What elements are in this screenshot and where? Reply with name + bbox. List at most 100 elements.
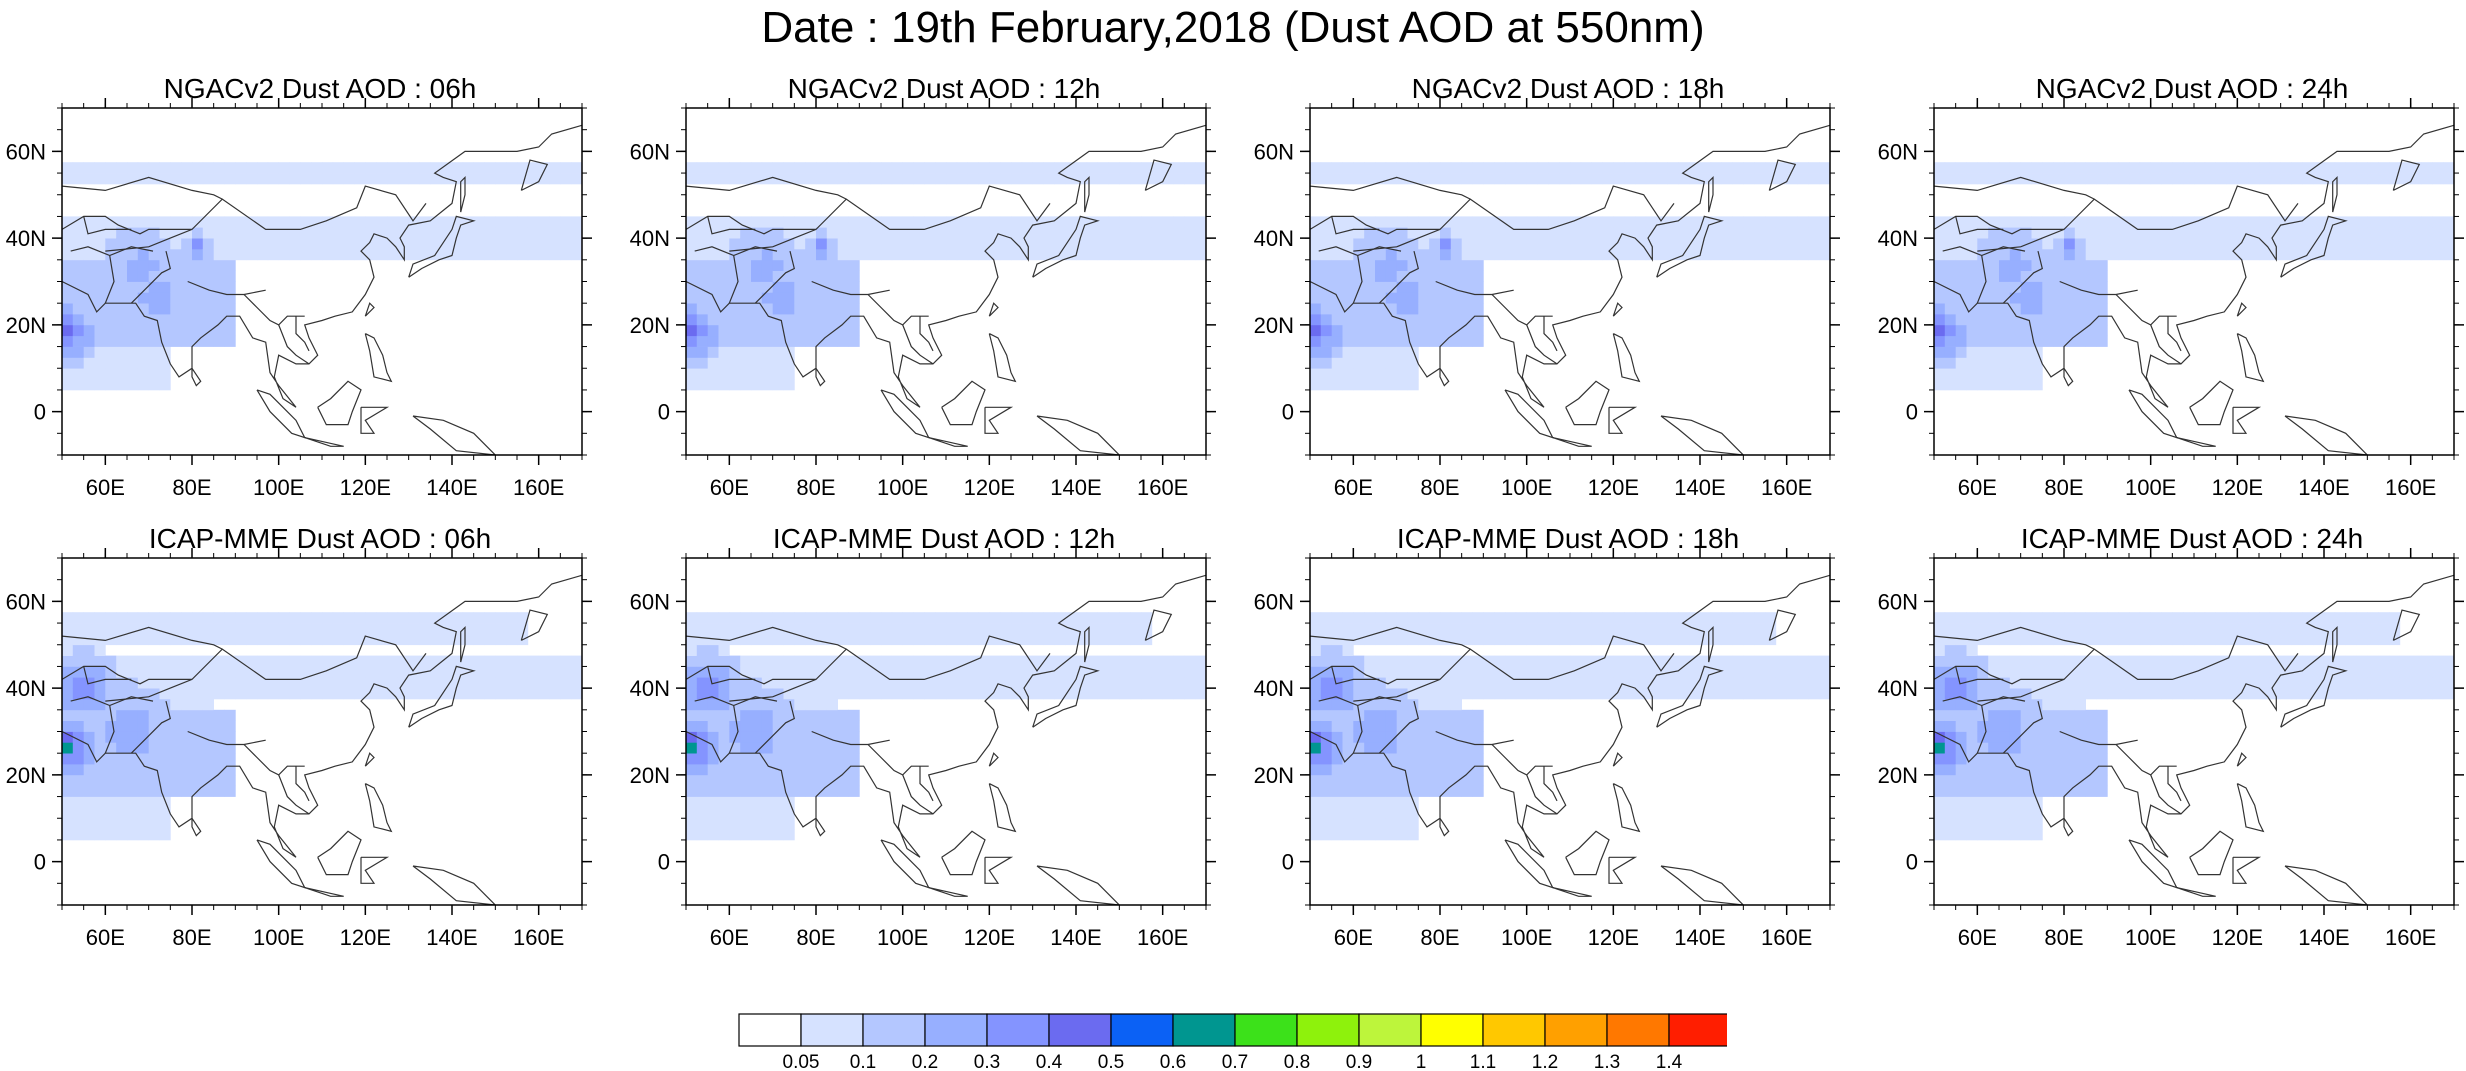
- x-tick-label: 140E: [2298, 925, 2349, 950]
- x-tick-label: 100E: [877, 475, 928, 500]
- map-plot: 60E 80E 100E 120E 140E 160E 0 20N 40N 60N: [1254, 548, 1840, 950]
- colorbar-swatch: [738, 1013, 802, 1047]
- dust-aod-field: [686, 162, 1206, 391]
- map-panel: ICAP-MME Dust AOD : 24h 60E 80E 100E 120E 140…: [1872, 522, 2464, 952]
- x-tick-label: 120E: [2212, 475, 2263, 500]
- map-panel: ICAP-MME Dust AOD : 12h 60E 80E 100E 120E 140…: [624, 522, 1216, 952]
- x-tick-label: 120E: [964, 475, 1015, 500]
- colorbar-label: 0.4: [1036, 1052, 1063, 1070]
- x-tick-label: 160E: [1137, 475, 1188, 500]
- y-tick-label: 0: [1906, 400, 1918, 425]
- x-tick-label: 80E: [1420, 475, 1459, 500]
- figure-title: Date : 19th February,2018 (Dust AOD at 5…: [761, 3, 1705, 52]
- colorbar-swatch: [1606, 1013, 1670, 1047]
- map-plot: 60E 80E 100E 120E 140E 160E 0 20N 40N 60N: [6, 548, 592, 950]
- x-tick-label: 160E: [2385, 925, 2436, 950]
- x-tick-label: 60E: [86, 475, 125, 500]
- colorbar-label: 0.1: [850, 1052, 876, 1070]
- colorbar-swatch: [1048, 1013, 1112, 1047]
- colorbar-label: 0.05: [783, 1052, 820, 1070]
- y-tick-label: 20N: [1878, 313, 1918, 338]
- colorbar-label: 0.7: [1222, 1052, 1248, 1070]
- dust-aod-field: [1934, 162, 2454, 391]
- x-tick-label: 60E: [710, 475, 749, 500]
- y-tick-label: 40N: [6, 226, 46, 251]
- x-tick-label: 100E: [253, 475, 304, 500]
- y-tick-label: 0: [658, 400, 670, 425]
- x-tick-label: 140E: [1674, 925, 1725, 950]
- y-tick-label: 20N: [1254, 763, 1294, 788]
- x-tick-label: 60E: [1334, 475, 1373, 500]
- colorbar-label: 0.6: [1160, 1052, 1186, 1070]
- x-tick-label: 160E: [1761, 475, 1812, 500]
- colorbar-label: 1.2: [1532, 1052, 1558, 1070]
- colorbar-label: 0.2: [912, 1052, 938, 1070]
- x-tick-label: 100E: [1501, 925, 1552, 950]
- colorbar-swatch: [1234, 1013, 1298, 1047]
- panel-title: NGACv2 Dust AOD : 06h: [163, 73, 477, 104]
- colorbar-label: 1.1: [1470, 1052, 1496, 1070]
- y-tick-label: 60N: [1254, 139, 1294, 164]
- map-panel: ICAP-MME Dust AOD : 06h 60E 80E 100E 120E 140…: [0, 522, 592, 952]
- dust-aod-field: [1934, 612, 2454, 841]
- x-tick-label: 80E: [796, 925, 835, 950]
- x-tick-label: 60E: [1334, 925, 1373, 950]
- colorbar-label: 0.3: [974, 1052, 1000, 1070]
- y-tick-label: 20N: [6, 313, 46, 338]
- x-tick-label: 160E: [513, 475, 564, 500]
- x-tick-label: 100E: [253, 925, 304, 950]
- dust-aod-field: [1310, 612, 1830, 841]
- x-tick-label: 140E: [426, 925, 477, 950]
- map-plot: 60E 80E 100E 120E 140E 160E 0 20N 40N 60N: [1254, 98, 1840, 500]
- panel-title: ICAP-MME Dust AOD : 12h: [772, 523, 1116, 554]
- y-tick-label: 40N: [1254, 226, 1294, 251]
- y-tick-label: 40N: [1878, 226, 1918, 251]
- x-tick-label: 80E: [2044, 475, 2083, 500]
- y-tick-label: 20N: [1878, 763, 1918, 788]
- x-tick-label: 60E: [86, 925, 125, 950]
- colorbar-swatch: [1358, 1013, 1422, 1047]
- x-tick-label: 140E: [426, 475, 477, 500]
- y-tick-label: 0: [1282, 400, 1294, 425]
- colorbar-label: 1.3: [1594, 1052, 1620, 1070]
- colorbar-swatch: [862, 1013, 926, 1047]
- x-tick-label: 80E: [1420, 925, 1459, 950]
- x-tick-label: 140E: [1050, 475, 1101, 500]
- y-tick-label: 40N: [630, 676, 670, 701]
- map-panel: ICAP-MME Dust AOD : 18h 60E 80E 100E 120E 140…: [1248, 522, 1840, 952]
- colorbar-swatch: [924, 1013, 988, 1047]
- y-tick-label: 0: [1282, 850, 1294, 875]
- colorbar-swatch: [1420, 1013, 1484, 1047]
- x-tick-label: 80E: [2044, 925, 2083, 950]
- y-tick-label: 20N: [6, 763, 46, 788]
- x-tick-label: 60E: [710, 925, 749, 950]
- x-tick-label: 160E: [1761, 925, 1812, 950]
- x-tick-label: 140E: [2298, 475, 2349, 500]
- coastlines: [1934, 124, 2454, 455]
- y-tick-label: 40N: [1878, 676, 1918, 701]
- y-tick-label: 60N: [1878, 139, 1918, 164]
- colorbar-label: 0.8: [1284, 1052, 1310, 1070]
- x-tick-label: 80E: [172, 475, 211, 500]
- map-plot: 60E 80E 100E 120E 140E 160E 0 20N 40N 60N: [630, 98, 1216, 500]
- x-tick-label: 100E: [1501, 475, 1552, 500]
- panel-title: NGACv2 Dust AOD : 12h: [787, 73, 1101, 104]
- x-tick-label: 120E: [964, 925, 1015, 950]
- x-tick-label: 100E: [877, 925, 928, 950]
- colorbar-label: 0.9: [1346, 1052, 1372, 1070]
- y-tick-label: 60N: [630, 589, 670, 614]
- y-tick-label: 60N: [1254, 589, 1294, 614]
- y-tick-label: 20N: [630, 763, 670, 788]
- dust-aod-field: [686, 612, 1206, 841]
- coastlines: [62, 574, 582, 905]
- map-plot: 60E 80E 100E 120E 140E 160E 0 20N 40N 60N: [1878, 548, 2464, 950]
- x-tick-label: 140E: [1050, 925, 1101, 950]
- y-tick-label: 0: [658, 850, 670, 875]
- x-tick-label: 120E: [1588, 475, 1639, 500]
- map-plot: 60E 80E 100E 120E 140E 160E 0 20N 40N 60N: [1878, 98, 2464, 500]
- map-plot: 60E 80E 100E 120E 140E 160E 0 20N 40N 60N: [630, 548, 1216, 950]
- x-tick-label: 140E: [1674, 475, 1725, 500]
- x-tick-label: 80E: [796, 475, 835, 500]
- y-tick-label: 0: [1906, 850, 1918, 875]
